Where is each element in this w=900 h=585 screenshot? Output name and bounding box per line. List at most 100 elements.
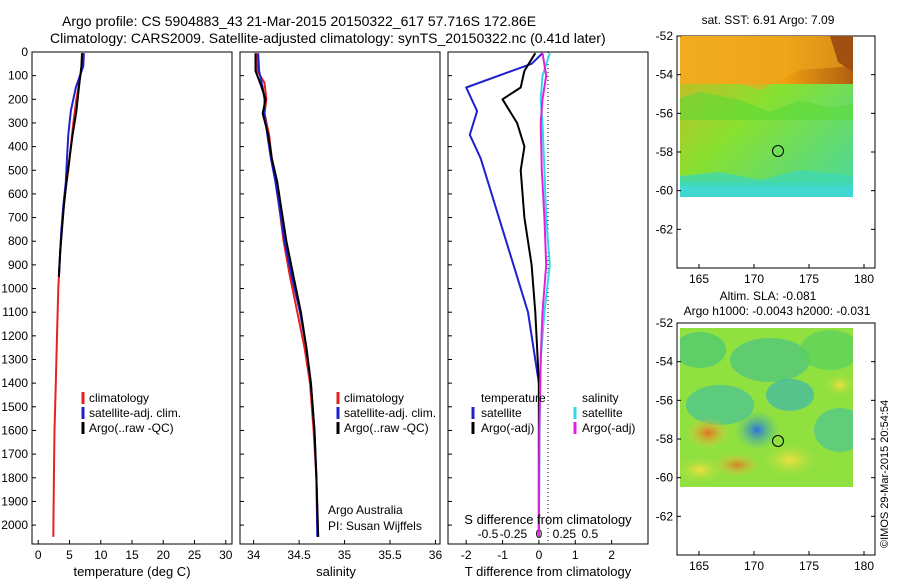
temperature-axis-layer: 0100200300400500600700800900100011001200… <box>1 45 232 562</box>
x-tick-label: -2 <box>461 548 472 562</box>
map-y-tick-label: -62 <box>656 509 674 523</box>
y-tick-label: 1700 <box>1 447 28 461</box>
map-x-tick-label: 170 <box>744 559 764 573</box>
temperature-satellite-adj-clim--line <box>57 53 85 277</box>
sla-map-title: Altim. SLA: -0.081 <box>720 289 817 303</box>
temperature-xlabel: temperature (deg C) <box>73 564 190 579</box>
y-tick-label: 900 <box>8 258 28 272</box>
map-x-tick-label: 170 <box>744 272 764 286</box>
map-y-tick-label: -54 <box>656 68 674 82</box>
map-y-tick-label: -52 <box>656 316 674 330</box>
x-tick-label: 20 <box>157 548 171 562</box>
y-tick-label: 400 <box>8 140 28 154</box>
map-x-tick-label: 180 <box>854 559 874 573</box>
difference-legend: temperature satellite Argo(-adj) salinit… <box>471 391 635 435</box>
sal-legend-climatology: climatology <box>344 391 404 405</box>
y-tick-label: 800 <box>8 234 28 248</box>
x-tick-label: 10 <box>94 548 108 562</box>
salinity-axis-layer: 34 34.5 35 35.5 36 <box>240 51 443 562</box>
x-tick-label: 1 <box>572 548 579 562</box>
diff-legend-sal-argo: Argo(-adj) <box>582 421 635 435</box>
y-tick-label: 0 <box>21 45 28 59</box>
diff-legend-salinity-head: salinity <box>582 391 619 405</box>
s-diff-tick-label: -0.5 <box>478 527 499 541</box>
temperature-argo-raw-qc--line <box>57 53 83 277</box>
y-tick-label: 1400 <box>1 376 28 390</box>
y-tick-label: 2000 <box>1 518 28 532</box>
x-tick-label: 5 <box>66 548 73 562</box>
temperature-legend: climatology satellite-adj. clim. Argo(..… <box>81 391 181 435</box>
y-tick-label: 1300 <box>1 353 28 367</box>
x-tick-label: 30 <box>219 548 233 562</box>
sla-map-subtitle: Argo h1000: -0.0043 h2000: -0.031 <box>684 304 871 318</box>
imos-credit: ©IMOS 29-Mar-2015 20:54:54 <box>879 400 891 548</box>
sal-legend-argo: Argo(..raw -QC) <box>344 421 429 435</box>
x-tick-label: 35.5 <box>378 548 402 562</box>
difference-axes <box>447 51 649 545</box>
map-y-tick-label: -56 <box>656 393 674 407</box>
temperature-axes <box>31 51 233 545</box>
difference-argo-adj--line <box>537 53 548 537</box>
map-y-tick-label: -54 <box>656 355 674 369</box>
map-y-tick-label: -60 <box>656 471 674 485</box>
salinity-legend: climatology satellite-adj. clim. Argo(..… <box>336 391 436 435</box>
temp-legend-argo: Argo(..raw -QC) <box>89 421 174 435</box>
x-tick-label: 2 <box>608 548 615 562</box>
map-y-tick-label: -58 <box>656 145 674 159</box>
diff-legend-temp-satellite: satellite <box>481 406 522 420</box>
y-tick-label: 600 <box>8 187 28 201</box>
x-tick-label: 15 <box>125 548 139 562</box>
title-line-1: Argo profile: CS 5904883_43 21-Mar-2015 … <box>62 13 536 29</box>
x-tick-label: 36 <box>429 548 443 562</box>
difference-xlabel: T difference from climatology <box>465 564 632 579</box>
map-y-tick-label: -60 <box>656 184 674 198</box>
difference-axis-layer: -2 -1 0 1 2-0.5 -0.25 0 0.25 0.5 <box>448 51 615 562</box>
salinity-xlabel: salinity <box>316 564 356 579</box>
y-tick-label: 200 <box>8 92 28 106</box>
x-tick-label: 25 <box>188 548 202 562</box>
x-tick-label: -1 <box>497 548 508 562</box>
salinity-axes <box>239 51 441 545</box>
map-x-tick-label: 165 <box>689 559 709 573</box>
map-x-tick-label: 165 <box>689 272 709 286</box>
y-tick-label: 1200 <box>1 329 28 343</box>
difference-argo-adj--line <box>501 52 540 537</box>
sla-map-ticks: 165 170 175 180 -52 -54 -56 -58 -60 -62 <box>656 316 875 573</box>
title-line-2: Climatology: CARS2009. Satellite-adjuste… <box>50 30 606 46</box>
x-tick-label: 35 <box>338 548 352 562</box>
map-x-tick-label: 180 <box>854 272 874 286</box>
x-tick-label: 0 <box>536 548 543 562</box>
sst-map-title: sat. SST: 6.91 Argo: 7.09 <box>702 13 835 27</box>
x-tick-label: 34 <box>247 548 261 562</box>
sal-legend-satellite: satellite-adj. clim. <box>344 406 436 420</box>
map-y-tick-label: -62 <box>656 222 674 236</box>
s-diff-tick-label: -0.25 <box>500 527 528 541</box>
map-y-tick-label: -58 <box>656 432 674 446</box>
temp-legend-satellite: satellite-adj. clim. <box>89 406 181 420</box>
diff-legend-temperature-head: temperature <box>481 391 546 405</box>
s-diff-tick-label: 0.25 <box>553 527 577 541</box>
y-tick-label: 1500 <box>1 400 28 414</box>
y-tick-label: 700 <box>8 211 28 225</box>
argo-australia-note: Argo Australia <box>328 503 403 517</box>
temp-legend-climatology: climatology <box>89 391 149 405</box>
y-tick-label: 1900 <box>1 494 28 508</box>
sla-argo-marker <box>772 435 784 447</box>
sst-argo-marker <box>772 145 784 157</box>
pi-note: PI: Susan Wijffels <box>328 519 422 533</box>
x-tick-label: 0 <box>35 548 42 562</box>
y-tick-label: 1100 <box>2 305 28 319</box>
y-tick-label: 1600 <box>1 423 28 437</box>
y-tick-label: 1000 <box>1 282 28 296</box>
y-tick-label: 1800 <box>1 471 28 485</box>
sst-map-image <box>680 36 853 197</box>
series-layer <box>52 52 551 537</box>
salinity-satellite-adj-clim--line <box>257 53 319 537</box>
temperature-climatology-line <box>52 53 84 537</box>
diff-legend-temp-argo: Argo(-adj) <box>481 421 534 435</box>
map-y-tick-label: -52 <box>656 29 674 43</box>
diff-legend-sal-satellite: satellite <box>582 406 623 420</box>
map-y-tick-label: -56 <box>656 106 674 120</box>
difference-top-label: S difference from climatology <box>464 512 632 527</box>
